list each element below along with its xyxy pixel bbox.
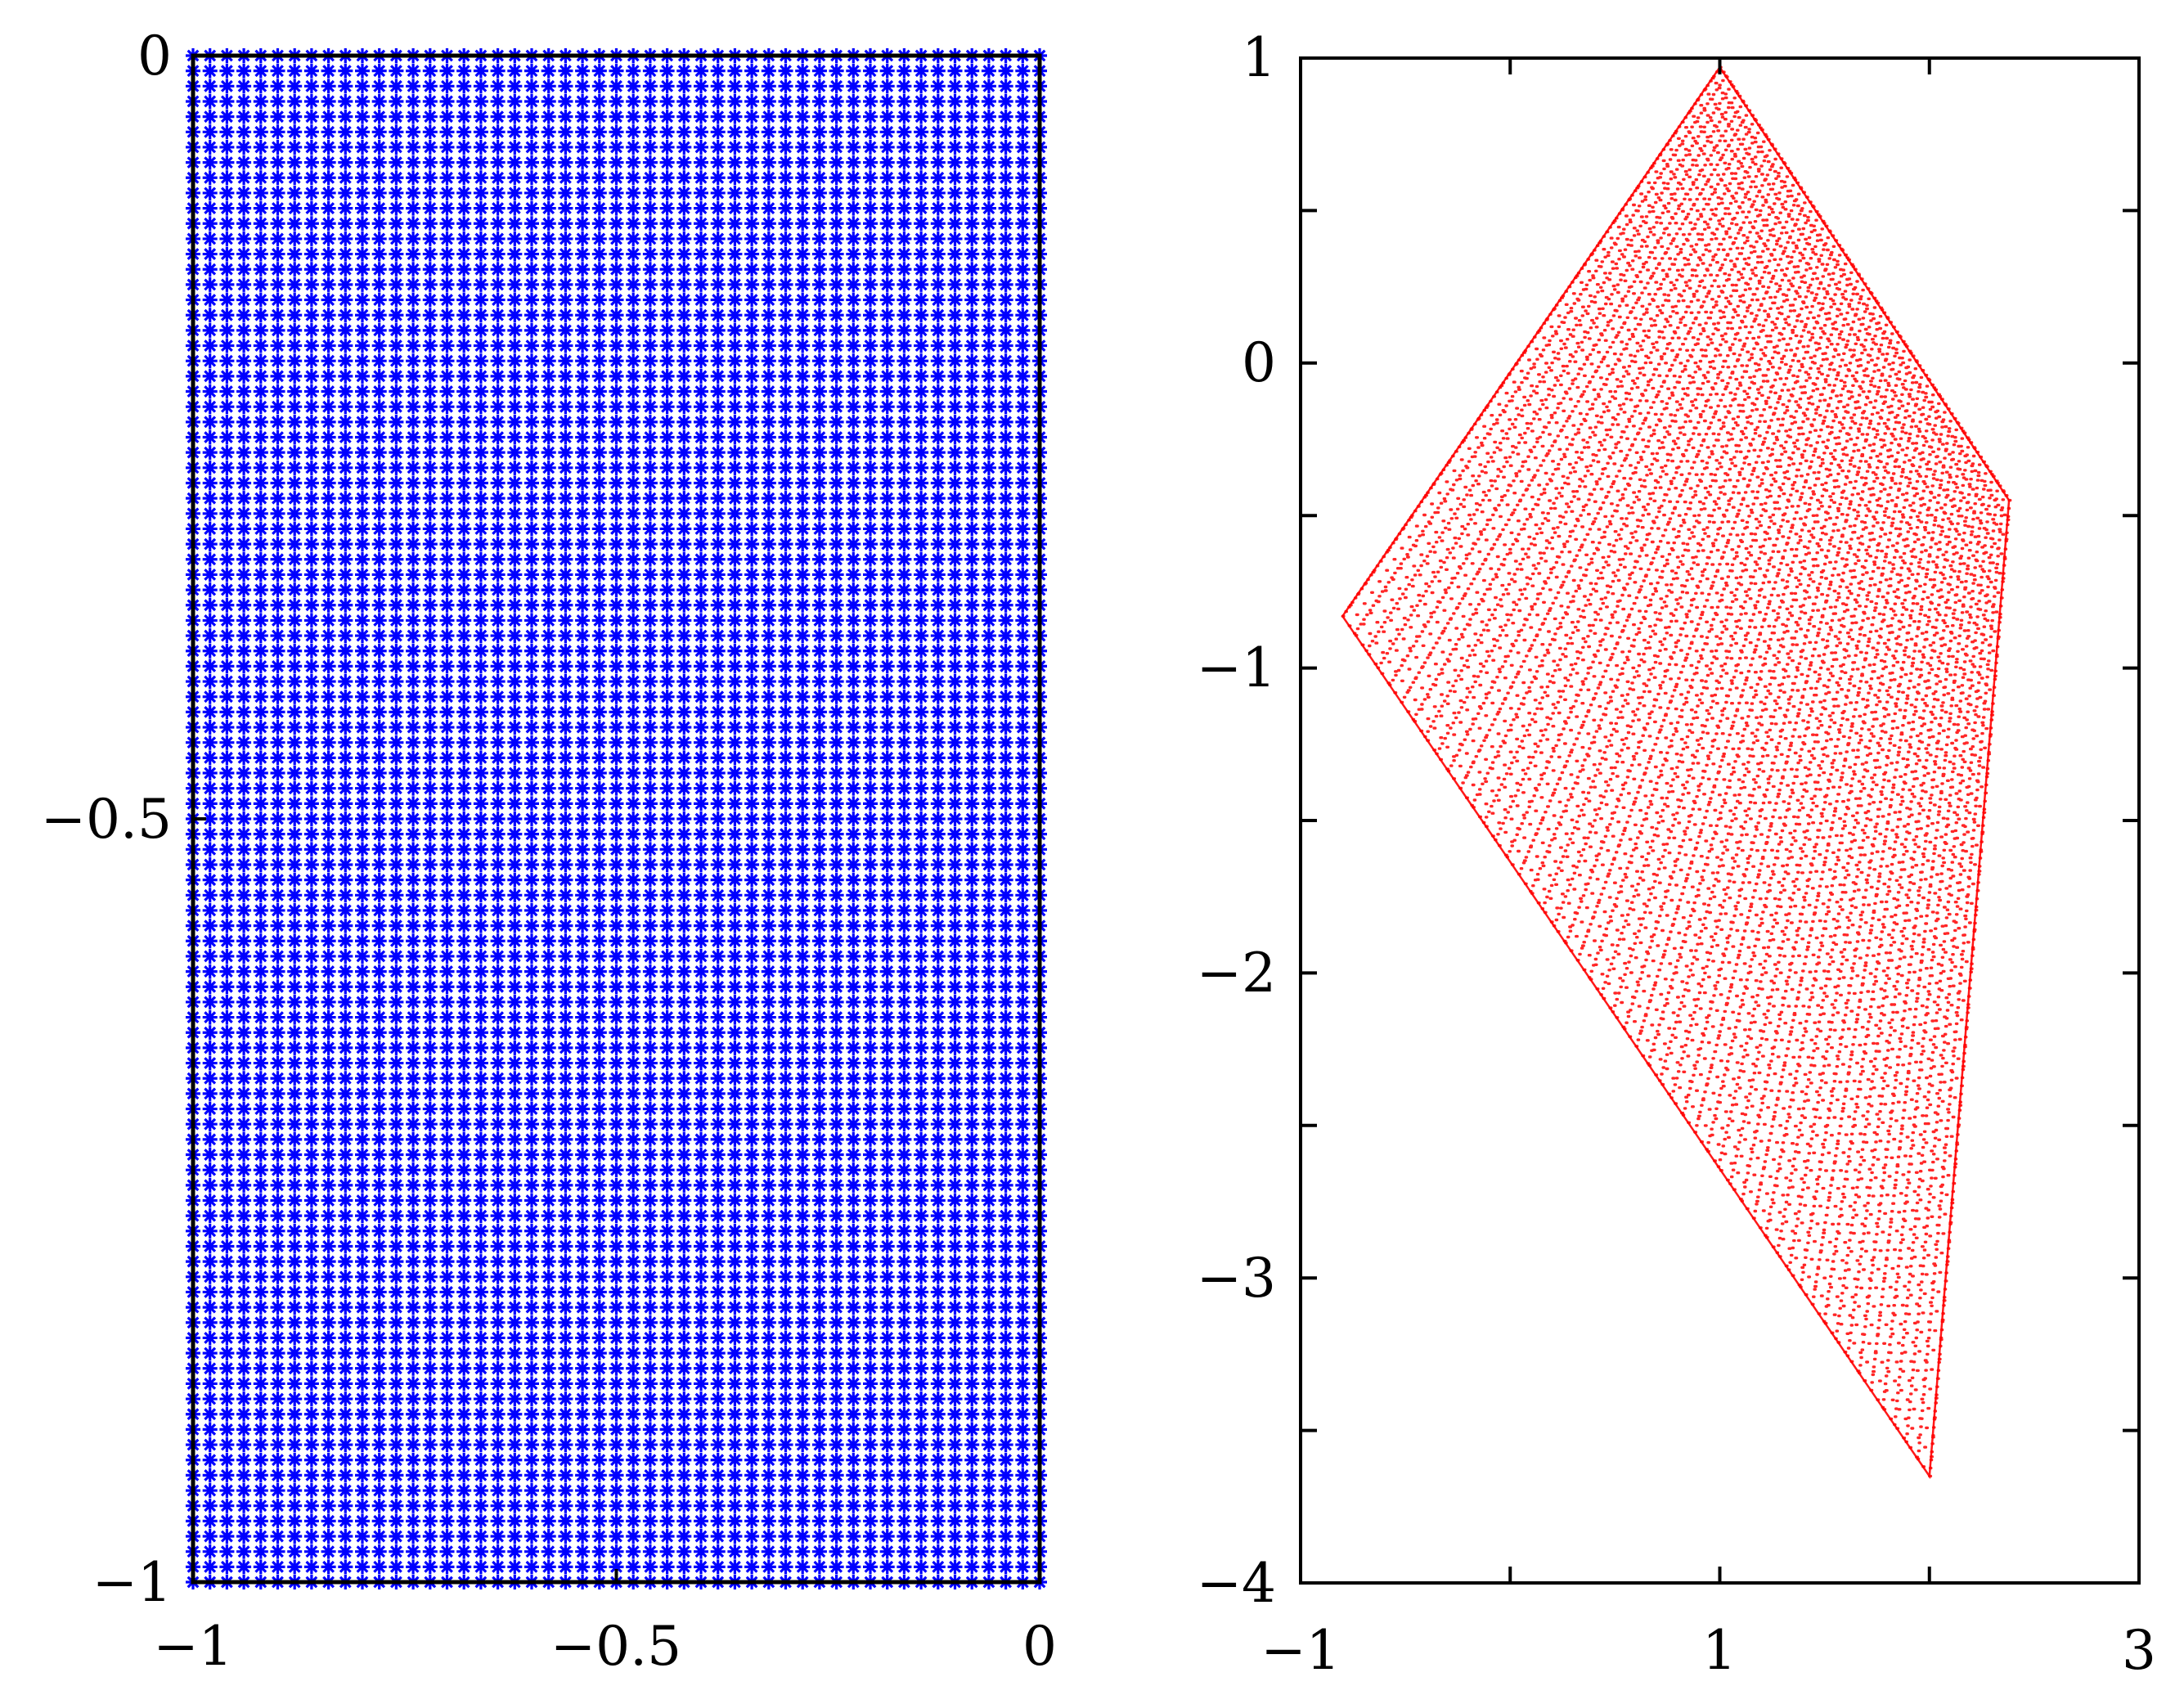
right-scatter-points (1341, 65, 2012, 1480)
right-point-cloud (1341, 65, 2012, 1478)
left-scatter-points (186, 48, 1047, 1589)
right-axis-ticks (1299, 56, 2141, 1585)
left-y-tick-label-3: 0 (137, 25, 172, 88)
left-y-tick-label-2: −0.5 (41, 788, 172, 851)
right-y-tick-label-3: −3 (1197, 1247, 1276, 1310)
right-y-tick-label-5: −2 (1197, 942, 1276, 1005)
right-region-outline (1341, 65, 2011, 1480)
right-chart: −1 1 3 −4 −3 −2 −1 0 1 (1197, 26, 2156, 1682)
left-x-tick-label-3: 0 (1022, 1615, 1057, 1678)
right-y-tick-label-11: 1 (1242, 26, 1276, 89)
right-x-tick-label-5: 3 (2122, 1619, 2156, 1682)
right-x-tick-label-1: −1 (1261, 1619, 1340, 1682)
left-axis-ticks (191, 54, 1041, 1584)
left-asterisk-markers (186, 48, 1047, 1589)
right-y-tick-label-1: −4 (1197, 1552, 1276, 1615)
left-y-tick-label-1: −1 (92, 1551, 172, 1614)
left-chart: −1 −0.5 0 −1 −0.5 0 (41, 25, 1057, 1678)
right-y-tick-label-9: 0 (1242, 331, 1276, 394)
right-y-tick-label-7: −1 (1197, 636, 1276, 699)
left-x-tick-label-2: −0.5 (550, 1615, 681, 1678)
left-x-tick-label-1: −1 (153, 1615, 232, 1678)
right-x-tick-label-3: 1 (1702, 1619, 1737, 1682)
